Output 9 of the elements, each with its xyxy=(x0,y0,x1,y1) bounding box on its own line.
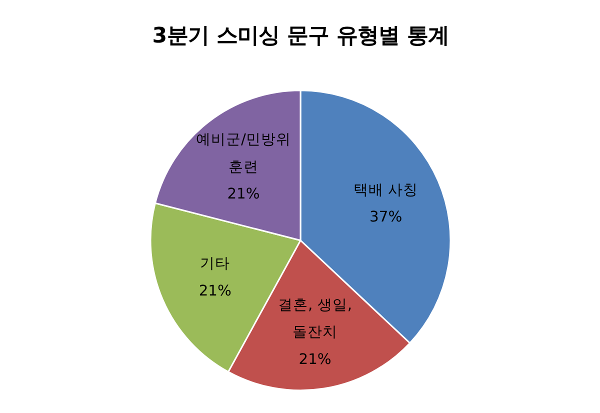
slice-label: 예비군/민방위 훈련 xyxy=(196,131,291,176)
data-label: 21% xyxy=(227,186,260,203)
data-label: 37% xyxy=(370,208,402,226)
slice-label: 택배 사칭 xyxy=(354,181,418,198)
data-label: 21% xyxy=(298,350,332,368)
slice-label: 기타 xyxy=(200,255,230,272)
chart-title: 3분기 스미싱 문구 유형별 통계 xyxy=(152,23,449,48)
slice-label: 결혼, 생일, 돌잔치 xyxy=(278,296,352,341)
data-label: 21% xyxy=(198,282,232,300)
